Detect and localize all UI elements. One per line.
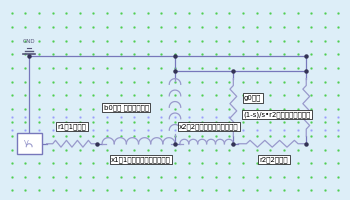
Text: GND: GND <box>23 39 35 44</box>
Text: V: V <box>24 140 29 146</box>
Text: r1：1次抗抗: r1：1次抗抗 <box>57 123 86 130</box>
Text: x1：1次漏れインダクタンス: x1：1次漏れインダクタンス <box>111 156 171 163</box>
Text: (1-s)/s•r2：トルクへの出力: (1-s)/s•r2：トルクへの出力 <box>243 111 311 118</box>
FancyBboxPatch shape <box>16 133 42 154</box>
Text: b0励磁 サセプタンス: b0励磁 サセプタンス <box>104 104 149 111</box>
Text: x2：2次漏れインダクタンス: x2：2次漏れインダクタンス <box>179 123 239 130</box>
Text: r2：2次抗抗: r2：2次抗抗 <box>260 156 288 163</box>
Text: g0鉄損: g0鉄損 <box>244 95 261 101</box>
